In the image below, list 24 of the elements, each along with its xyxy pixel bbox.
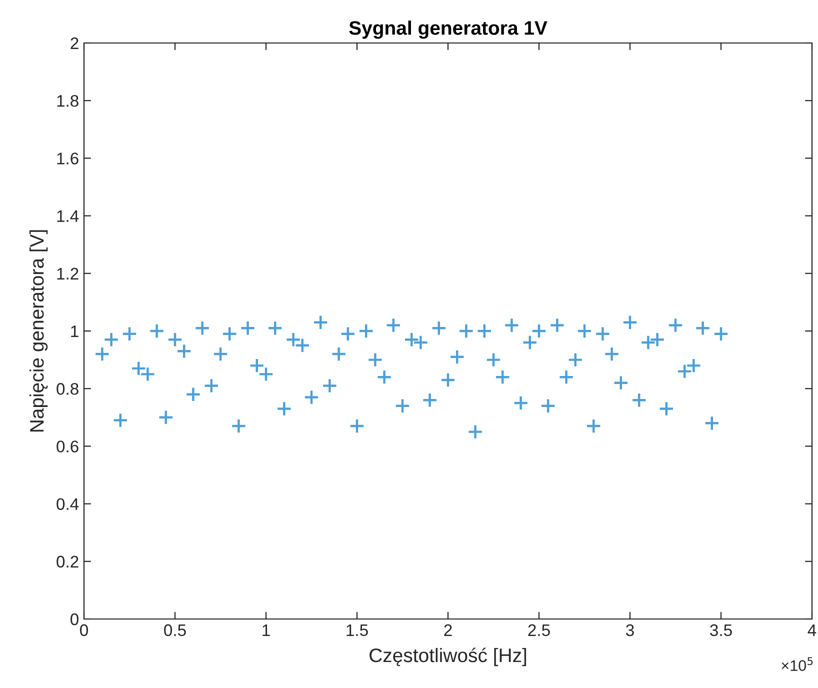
y-axis-title: Napięcie generatora [V] xyxy=(29,230,48,432)
x-axis-title: Częstotliwość [Hz] xyxy=(370,648,526,666)
x-tick-label: 2 xyxy=(444,624,452,636)
y-tick-label: 0.2 xyxy=(56,556,78,568)
x-tick-label: 1 xyxy=(262,624,270,636)
y-tick-label: 1 xyxy=(71,326,78,338)
x-tick-label: 4 xyxy=(808,624,816,636)
y-tick-label: 1.4 xyxy=(57,210,79,222)
y-tick-label: 1.8 xyxy=(57,95,78,107)
x-tick-label: 0.5 xyxy=(164,624,186,636)
x-tick-label: 3.5 xyxy=(710,624,732,636)
y-tick-label: 0 xyxy=(70,613,78,626)
text: ×10$^{5}$ xyxy=(782,657,813,671)
x-tick-label: 0 xyxy=(80,624,88,636)
y-tick-label: 0.4 xyxy=(56,498,79,510)
x-tick-label: 3 xyxy=(626,624,634,636)
chart-title: Sygnal generatora 1V xyxy=(349,20,548,39)
x-tick-label: 1.5 xyxy=(346,624,368,636)
y-tick-label: 0.6 xyxy=(56,440,78,452)
y-tick-label: 0.8 xyxy=(56,383,78,395)
x-tick-label: 2.5 xyxy=(528,624,550,636)
y-tick-label: 1.6 xyxy=(57,152,78,164)
y-tick-label: 1.2 xyxy=(57,268,78,280)
y-tick-label: 2 xyxy=(70,37,78,50)
